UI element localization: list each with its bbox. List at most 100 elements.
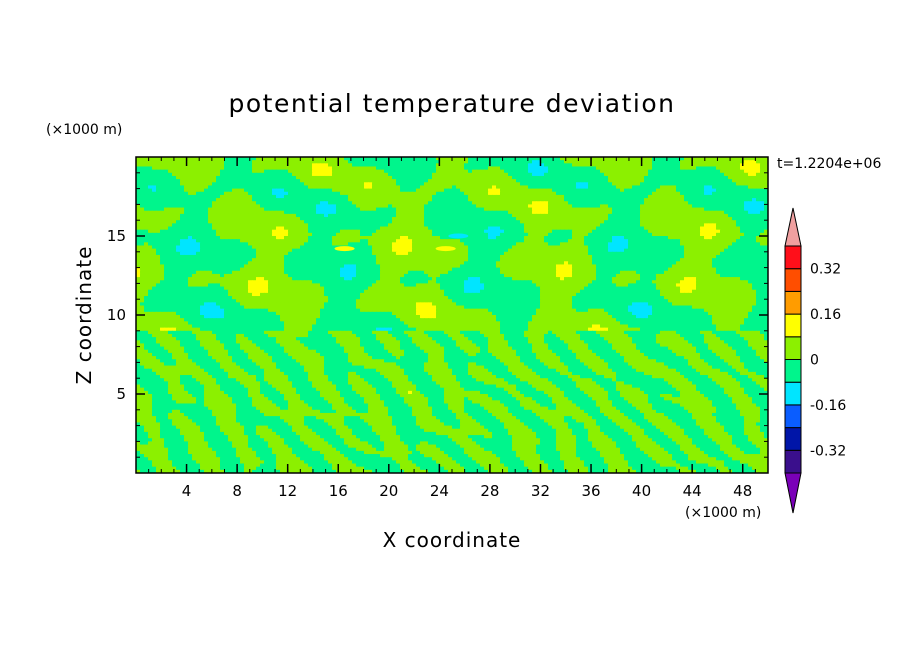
field-cell [680,166,685,171]
field-cell [156,210,161,215]
field-cell [140,220,145,224]
field-cell [740,166,745,171]
field-cell [344,201,349,205]
field-cell [212,188,217,193]
field-cell [324,213,329,218]
field-cell [488,188,493,193]
field-cell [172,201,177,205]
field-cell [276,182,281,187]
field-cell [284,229,289,234]
field-cell [276,188,281,193]
field-cell [584,217,589,221]
field-cell [308,163,313,168]
field-cell [228,223,233,228]
field-cell [672,198,677,202]
field-cell [700,198,705,202]
field-cell [628,163,633,168]
field-cell [388,226,393,231]
field-cell [308,220,313,224]
field-cell [576,201,581,205]
field-cell [756,157,761,161]
field-cell [208,229,213,234]
field-cell [564,198,569,202]
field-cell [760,210,765,215]
field-cell [540,194,545,199]
field-cell [532,232,537,237]
field-cell [696,191,701,196]
field-cell [576,163,581,168]
field-cell [540,175,545,180]
field-cell [236,220,241,224]
field-cell [576,179,581,183]
field-cell [656,207,661,212]
field-cell [304,160,309,164]
field-cell [692,217,697,221]
field-cell [688,223,693,228]
field-cell [500,223,505,228]
field-cell [424,207,429,212]
field-cell [740,188,745,193]
field-cell [436,175,441,180]
field-cell [620,166,625,171]
field-cell [556,188,561,193]
field-cell [724,194,729,199]
field-cell [480,182,485,187]
field-cell [524,188,529,193]
field-cell [620,220,625,224]
field-cell [160,210,165,215]
field-cell [136,204,141,209]
field-cell [364,201,369,205]
field-cell [576,160,581,164]
field-cell [172,175,177,180]
field-cell [176,207,181,212]
field-cell [404,201,409,205]
field-cell [588,220,593,224]
field-cell [560,207,565,212]
field-cell [144,175,149,180]
field-cell [136,172,141,177]
field-cell [264,182,269,187]
field-cell [532,217,537,221]
field-cell [212,204,217,209]
field-cell [300,179,305,183]
field-cell [648,201,653,205]
field-cell [164,217,169,221]
field-cell [764,157,768,161]
field-cell [140,166,145,171]
field-cell [352,232,357,237]
field-cell [264,223,269,228]
field-cell [672,204,677,209]
field-cell [192,194,197,199]
field-cell [552,157,557,161]
field-cell [376,160,381,164]
field-cell [736,207,741,212]
field-cell [352,220,357,224]
field-cell [672,201,677,205]
field-cell [184,185,189,190]
field-cell [376,213,381,218]
field-cell [480,217,485,221]
field-cell [516,210,521,215]
field-cell [752,157,757,161]
field-cell [452,226,457,231]
field-cell [144,207,149,212]
field-cell [436,204,441,209]
field-cell [668,213,673,218]
field-cell [392,210,397,215]
field-cell [348,232,353,237]
field-cell [208,226,213,231]
field-cell [496,179,501,183]
field-cell [368,175,373,180]
field-cell [532,179,537,183]
field-cell [644,175,649,180]
field-cell [564,169,569,174]
field-cell [400,179,405,183]
field-cell [456,188,461,193]
field-cell [308,166,313,171]
field-cell [648,157,653,161]
field-cell [764,163,768,168]
field-cell [508,169,513,174]
field-cell [352,160,357,164]
field-cell [444,163,449,168]
field-cell [424,213,429,218]
